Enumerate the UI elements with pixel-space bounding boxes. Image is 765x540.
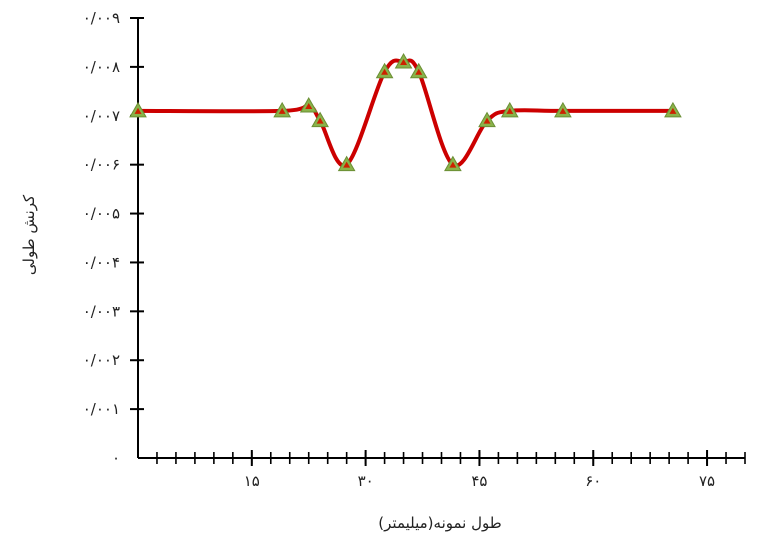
data-point-marker-core [316,117,324,124]
data-point-marker-core [400,59,408,65]
y-tick-label: ۰/۰۰۸ [83,58,120,76]
data-point-marker-core [415,68,423,75]
data-point-marker-core [483,117,491,124]
y-tick-label: ۰/۰۰۱ [83,400,120,418]
data-point-marker-core [381,68,389,75]
y-tick-label: ۰/۰۰۷ [83,107,120,125]
data-point-marker-core [343,161,351,168]
y-tick-label: ۰/۰۰۵ [83,205,120,223]
data-point-marker-core [278,107,286,114]
y-tick-label: ۰/۰۰۹ [83,9,120,27]
y-tick-label: ۰ [112,449,120,467]
x-tick-label: ۳۰ [358,472,374,490]
y-axis-ticks: ۰ ۰/۰۰۱ ۰/۰۰۲ ۰/۰۰۳ ۰/۰۰۴ ۰/۰۰۵ ۰/۰۰۶ ۰/۰۰۷ ۰/۰۰… [83,9,144,467]
series-layer [129,52,682,172]
x-tick-label: ۱۵ [244,472,260,490]
y-tick-label: ۰/۰۰۳ [83,302,120,320]
data-point-marker-core [134,107,142,114]
data-point-marker-core [669,107,677,114]
data-point-marker-core [449,161,457,168]
x-axis-ticks: ۱۵ ۳۰ ۴۵ ۶۰ ۷۵ [156,450,746,490]
x-tick-label: ۴۵ [471,472,487,490]
x-tick-label: ۶۰ [585,472,601,490]
y-tick-label: ۰/۰۰۴ [83,253,120,271]
x-axis-title: طول نمونه(میلیمتر) [378,514,501,532]
y-axis-title: کرنش طولی [20,194,38,275]
y-tick-label: ۰/۰۰۲ [83,351,120,369]
data-point-marker-core [305,103,313,109]
series-line [137,58,673,168]
y-tick-label: ۰/۰۰۶ [83,156,120,174]
data-point-marker-core [559,107,567,114]
chart-axes [137,18,745,459]
data-point-marker-core [506,107,514,114]
x-tick-label: ۷۵ [699,472,715,490]
